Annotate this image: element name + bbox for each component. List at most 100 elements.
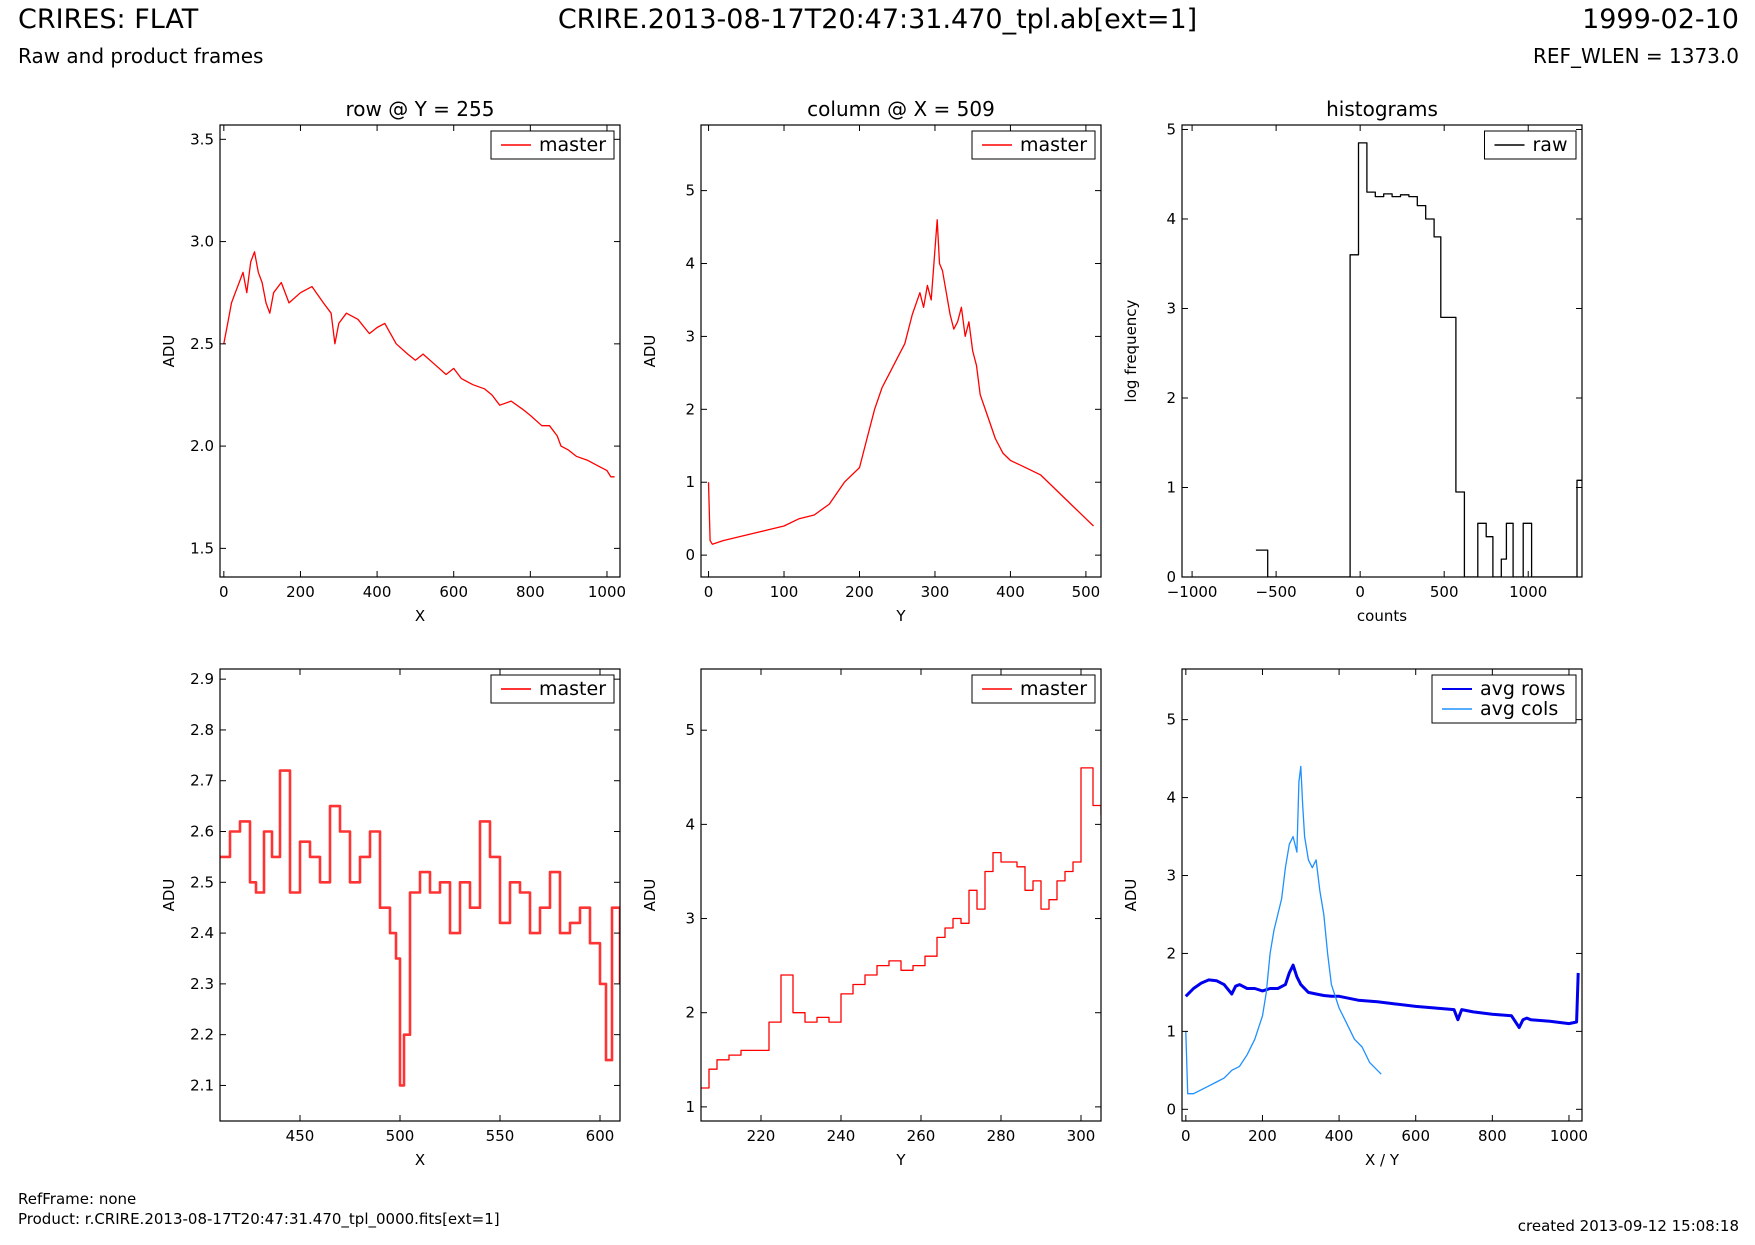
y-tick-label: 1 [1166, 478, 1176, 496]
chart-hist: −1000 −500 0 500 1000 0 1 2 3 4 5 histograms counts l… [1122, 97, 1583, 625]
y-tick-label: 1 [685, 1098, 695, 1116]
y-tick-label: 0 [1166, 568, 1176, 586]
y-tick-label: 5 [685, 721, 695, 739]
y-axis-label: ADU [641, 879, 659, 912]
x-tick-label: 550 [486, 1127, 515, 1145]
chart-title: column @ X = 509 [807, 97, 995, 121]
x-tick-label: 500 [1430, 583, 1459, 601]
x-tick-label: 200 [845, 583, 874, 601]
plot-frame [1181, 124, 1583, 578]
x-tick-label: 600 [439, 583, 468, 601]
x-tick-label: 500 [386, 1127, 415, 1145]
x-axis-label: X [415, 607, 425, 625]
y-tick-label: 1.5 [190, 539, 214, 557]
y-tick-label: 5 [685, 182, 695, 200]
page-title: CRIRES: FLAT [18, 4, 199, 35]
y-axis-label: log frequency [1122, 299, 1140, 402]
chart-row: 0 200 400 600 800 1000 1.5 2.0 2.5 3.0 3.5 row @ Y … [160, 97, 626, 625]
y-tick-label: 2.9 [190, 670, 214, 688]
plot-frame [219, 124, 621, 578]
y-tick-label: 3.5 [190, 130, 214, 148]
chart-row_zoom: 450 500 550 600 2.1 2.2 2.3 2.4 2.5 2.6 2.7 2.8 2.9 X… [160, 668, 621, 1169]
y-tick-label: 3 [1166, 867, 1176, 885]
y-tick-label: 4 [1166, 789, 1176, 807]
series-master [223, 251, 615, 478]
y-tick-label: 2.5 [190, 873, 214, 891]
legend: master [971, 130, 1096, 160]
series-master [707, 219, 1094, 545]
x-tick-label: −1000 [1167, 583, 1218, 601]
legend-label: master [1020, 678, 1087, 700]
plot-frame [219, 668, 621, 1122]
y-tick-label: 2.3 [190, 975, 214, 993]
x-tick-label: 260 [907, 1127, 936, 1145]
series-avg-rows [1184, 963, 1580, 1029]
x-tick-label: 400 [996, 583, 1025, 601]
x-tick-label: 0 [704, 583, 714, 601]
y-axis-label: ADU [641, 335, 659, 368]
chart-col_zoom: 220 240 260 280 300 1 2 3 4 5 Y ADU master [641, 668, 1102, 1169]
y-axis-label: ADU [160, 879, 178, 912]
legend-label: master [539, 134, 606, 156]
y-tick-label: 2.5 [190, 335, 214, 353]
legend-box [1431, 674, 1577, 724]
chart-col: 0 100 200 300 400 500 0 1 2 3 4 5 column @ X = 509 Y A… [641, 97, 1102, 625]
x-tick-label: 450 [286, 1127, 315, 1145]
x-axis-label: X [415, 1151, 425, 1169]
legend-label: avg cols [1480, 698, 1558, 720]
y-tick-label: 4 [1166, 210, 1176, 228]
x-tick-label: 220 [747, 1127, 776, 1145]
x-axis-label: counts [1357, 607, 1407, 625]
created-timestamp: created 2013-09-12 15:08:18 [1517, 1217, 1739, 1235]
legend: master [971, 674, 1096, 704]
x-axis-label: Y [895, 607, 906, 625]
y-tick-label: 2.7 [190, 772, 214, 790]
x-tick-label: 300 [1067, 1127, 1096, 1145]
page-subtitle: Raw and product frames [18, 44, 264, 68]
legend: master [490, 130, 615, 160]
product-label: Product: r.CRIRE.2013-08-17T20:47:31.470… [18, 1210, 500, 1228]
x-tick-label: 200 [286, 583, 315, 601]
y-tick-label: 4 [685, 815, 695, 833]
x-tick-label: 600 [586, 1127, 615, 1145]
x-tick-label: 0 [1355, 583, 1365, 601]
x-tick-label: 240 [827, 1127, 856, 1145]
chart-avg: 0 200 400 600 800 1000 0 1 2 3 4 5 X / Y ADU avg rowsa… [1122, 668, 1588, 1169]
series-master [701, 767, 1101, 1089]
legend-label: master [1020, 134, 1087, 156]
legend: raw [1484, 130, 1577, 160]
plot-frame [1181, 668, 1583, 1122]
x-tick-label: 400 [1325, 1127, 1354, 1145]
x-tick-label: 1000 [1509, 583, 1547, 601]
y-tick-label: 2.1 [190, 1076, 214, 1094]
legend-label: master [539, 678, 606, 700]
y-tick-label: 3.0 [190, 233, 214, 251]
x-tick-label: 0 [1181, 1127, 1191, 1145]
ref-frame-label: RefFrame: none [18, 1190, 137, 1208]
series-avg-cols [1185, 765, 1382, 1095]
observation-date: 1999-02-10 [1582, 4, 1739, 35]
x-tick-label: 0 [219, 583, 229, 601]
y-tick-label: 0 [1166, 1100, 1176, 1118]
y-tick-label: 0 [685, 546, 695, 564]
y-tick-label: 2.8 [190, 721, 214, 739]
y-tick-label: 2 [1166, 389, 1176, 407]
y-tick-label: 4 [685, 255, 695, 273]
y-axis-label: ADU [160, 335, 178, 368]
y-tick-label: 2 [685, 400, 695, 418]
y-tick-label: 2 [685, 1004, 695, 1022]
y-tick-label: 2 [1166, 944, 1176, 962]
y-tick-label: 2.6 [190, 823, 214, 841]
x-tick-label: 800 [516, 583, 545, 601]
legend-label: avg rows [1480, 678, 1565, 700]
y-tick-label: 1 [1166, 1022, 1176, 1040]
x-tick-label: 200 [1248, 1127, 1277, 1145]
x-tick-label: 300 [921, 583, 950, 601]
series-raw [1255, 142, 1582, 577]
x-tick-label: 1000 [1550, 1127, 1588, 1145]
y-axis-label: ADU [1122, 879, 1140, 912]
x-axis-label: X / Y [1365, 1151, 1400, 1169]
x-tick-label: 600 [1401, 1127, 1430, 1145]
